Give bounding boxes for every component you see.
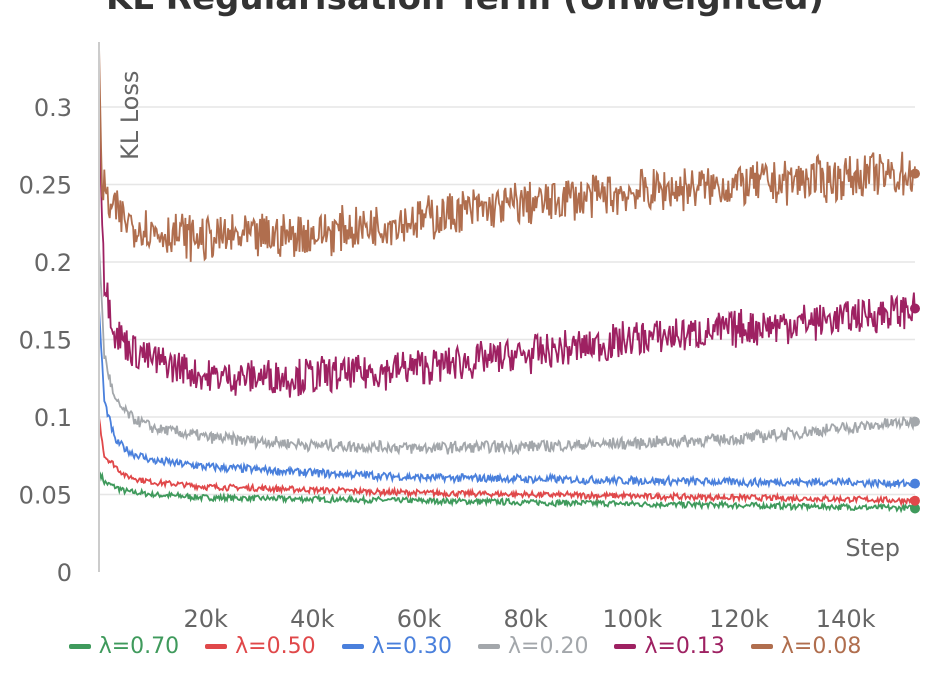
x-tick-label: 60k: [397, 605, 442, 630]
legend-item[interactable]: λ=0.13: [614, 634, 724, 659]
series-line: [99, 247, 915, 455]
y-tick-label: 0.15: [19, 327, 72, 355]
y-tick-label: 0.1: [34, 404, 72, 432]
y-tick-label: 0.05: [19, 482, 72, 510]
legend-item[interactable]: λ=0.20: [478, 634, 588, 659]
y-tick-label: 0.3: [34, 94, 72, 122]
series-end-point: [910, 169, 920, 179]
x-tick-label: 140k: [816, 605, 876, 630]
legend-label: λ=0.70: [99, 634, 179, 659]
y-tick-label: 0: [57, 559, 72, 587]
legend-swatch: [614, 644, 636, 649]
legend-item[interactable]: λ=0.70: [69, 634, 179, 659]
line-chart: 0 0.05 0.1 0.15 0.2 0.25 0.3 20k 40k 60k 80k 100k 12…: [0, 0, 930, 630]
y-tick-label: 0.25: [19, 172, 72, 200]
legend-item[interactable]: λ=0.30: [342, 634, 452, 659]
legend-label: λ=0.13: [644, 634, 724, 659]
x-tick-label: 40k: [290, 605, 335, 630]
series-end-point: [910, 417, 920, 427]
x-tick-label: 20k: [183, 605, 228, 630]
legend-item[interactable]: λ=0.50: [205, 634, 315, 659]
series-end-point: [910, 479, 920, 489]
series-end-point: [910, 304, 920, 314]
legend-label: λ=0.08: [781, 634, 861, 659]
series-line: [99, 107, 915, 398]
legend-swatch: [342, 644, 364, 649]
y-tick-label: 0.2: [34, 249, 72, 277]
legend-label: λ=0.30: [372, 634, 452, 659]
x-axis-label: Step: [845, 534, 900, 562]
series-line: [99, 45, 915, 262]
series-end-point: [910, 496, 920, 506]
legend-label: λ=0.20: [508, 634, 588, 659]
legend-swatch: [751, 644, 773, 649]
legend-swatch: [205, 644, 227, 649]
legend-item[interactable]: λ=0.08: [751, 634, 861, 659]
x-tick-label: 100k: [602, 605, 662, 630]
legend-swatch: [478, 644, 500, 649]
legend-swatch: [69, 644, 91, 649]
y-axis-label: KL Loss: [116, 71, 144, 160]
legend: λ=0.70 λ=0.50 λ=0.30 λ=0.20 λ=0.13 λ=0.08: [0, 634, 930, 659]
legend-label: λ=0.50: [235, 634, 315, 659]
x-tick-label: 80k: [503, 605, 548, 630]
x-tick-label: 120k: [709, 605, 769, 630]
